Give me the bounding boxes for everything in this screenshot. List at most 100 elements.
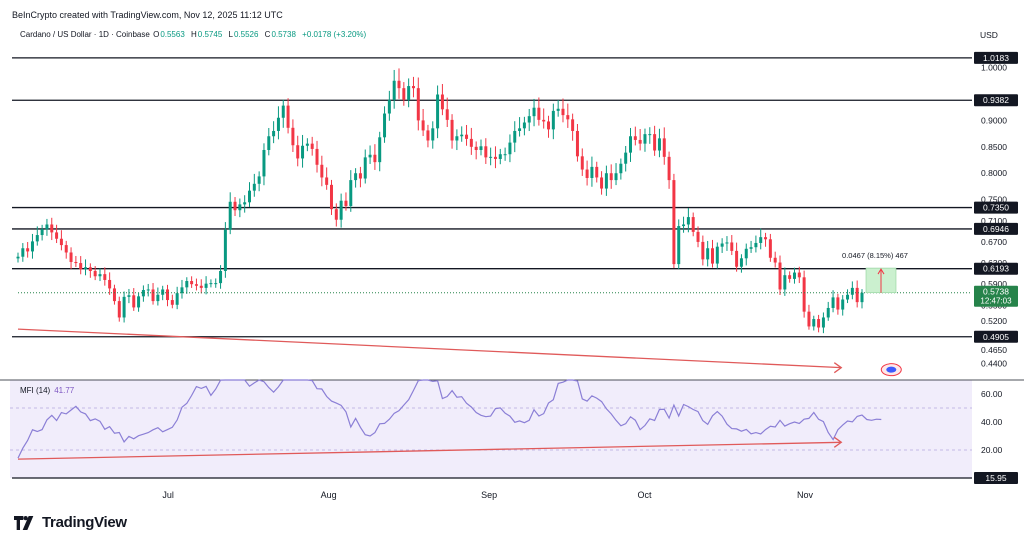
candle [257,171,261,192]
candle [768,233,772,262]
candle [262,143,266,186]
candle [358,166,362,188]
candle-body [522,122,526,129]
candle [860,289,864,309]
candle [778,255,782,295]
candle-body [595,166,599,178]
candle [725,236,729,251]
candle [831,290,835,313]
candle [175,286,179,310]
candle [797,266,801,284]
candle [527,108,531,132]
candle-body [112,288,116,302]
mfi-trendline-arrow [833,436,843,448]
candle-body [122,296,126,318]
candle-body [26,248,30,252]
candle-body [802,277,806,312]
candle [821,312,825,334]
candle-body [821,317,825,328]
candle-body [493,156,497,159]
candle-body [310,143,314,149]
candle-body [677,226,681,265]
candle-body [45,224,49,230]
candle [411,76,415,98]
candle [686,207,690,233]
candle-body [561,108,565,116]
candle [387,90,391,121]
candle-body [566,115,570,120]
candle-body [508,142,512,155]
price-tick-label: 0.5900 [981,279,1007,289]
candle [112,284,116,305]
candle-body [262,149,266,177]
mfi-level-tag [974,472,1018,484]
candle-body [69,252,73,262]
candle [773,251,777,268]
candle [522,116,526,136]
candle-body [363,157,367,179]
candle-body [585,169,589,178]
candle-body [421,120,425,131]
candle [706,240,710,267]
candle-body [590,166,594,178]
candle [45,218,49,236]
candle-body [691,217,695,232]
candle [503,147,507,161]
candle-body [797,272,801,278]
candle-body [614,173,618,181]
level-tag [974,330,1018,343]
candle-body [744,248,748,259]
candle-body [305,143,309,146]
candle-body [334,209,338,220]
candle [826,301,830,321]
candle [21,243,25,262]
candle-body [339,200,343,220]
candle-body [291,127,295,146]
candle-body [580,156,584,170]
candle [450,114,454,149]
candle [79,256,83,275]
level-tag-label: 0.7350 [983,203,1009,213]
candle-body [16,256,20,259]
measure-label: 0.0467 (8.15%) 467 [842,251,908,260]
open-label: O [153,30,160,39]
tradingview-logo-icon [14,515,34,530]
candle-body [696,231,700,242]
candle [498,148,502,165]
candle-body [79,263,83,270]
candle [556,100,560,117]
candle-body [730,242,734,251]
candle-body [358,173,362,179]
candle-body [638,139,642,144]
candle [248,182,251,208]
candle-body [710,248,714,264]
candle [643,128,647,152]
candle-body [739,258,743,267]
candle [759,228,763,250]
candle [662,127,666,165]
candle-body [855,287,859,303]
candle-body [701,241,705,260]
candle [460,126,464,142]
price-tick-label: 0.8500 [981,142,1007,152]
candle-body [836,297,840,310]
candle [50,217,54,241]
candle [841,295,845,316]
level-tag-label: 1.0183 [983,53,1009,63]
candle-body [624,152,628,164]
candle [64,240,68,259]
candle-body [98,274,102,277]
level-tag-label: 0.9382 [983,95,1009,105]
symbol-legend: Cardano / US Dollar · 1D · Coinbase O0.5… [20,30,366,39]
candle [286,98,290,134]
candle [146,283,150,297]
x-tick-label: Oct [638,490,653,500]
candle-body [720,243,724,247]
candle [600,171,604,195]
candle-body [657,138,661,151]
last-price-value: 0.5738 [983,287,1009,297]
candle-body [479,146,483,150]
candle [629,127,632,162]
candle-body [416,88,420,121]
